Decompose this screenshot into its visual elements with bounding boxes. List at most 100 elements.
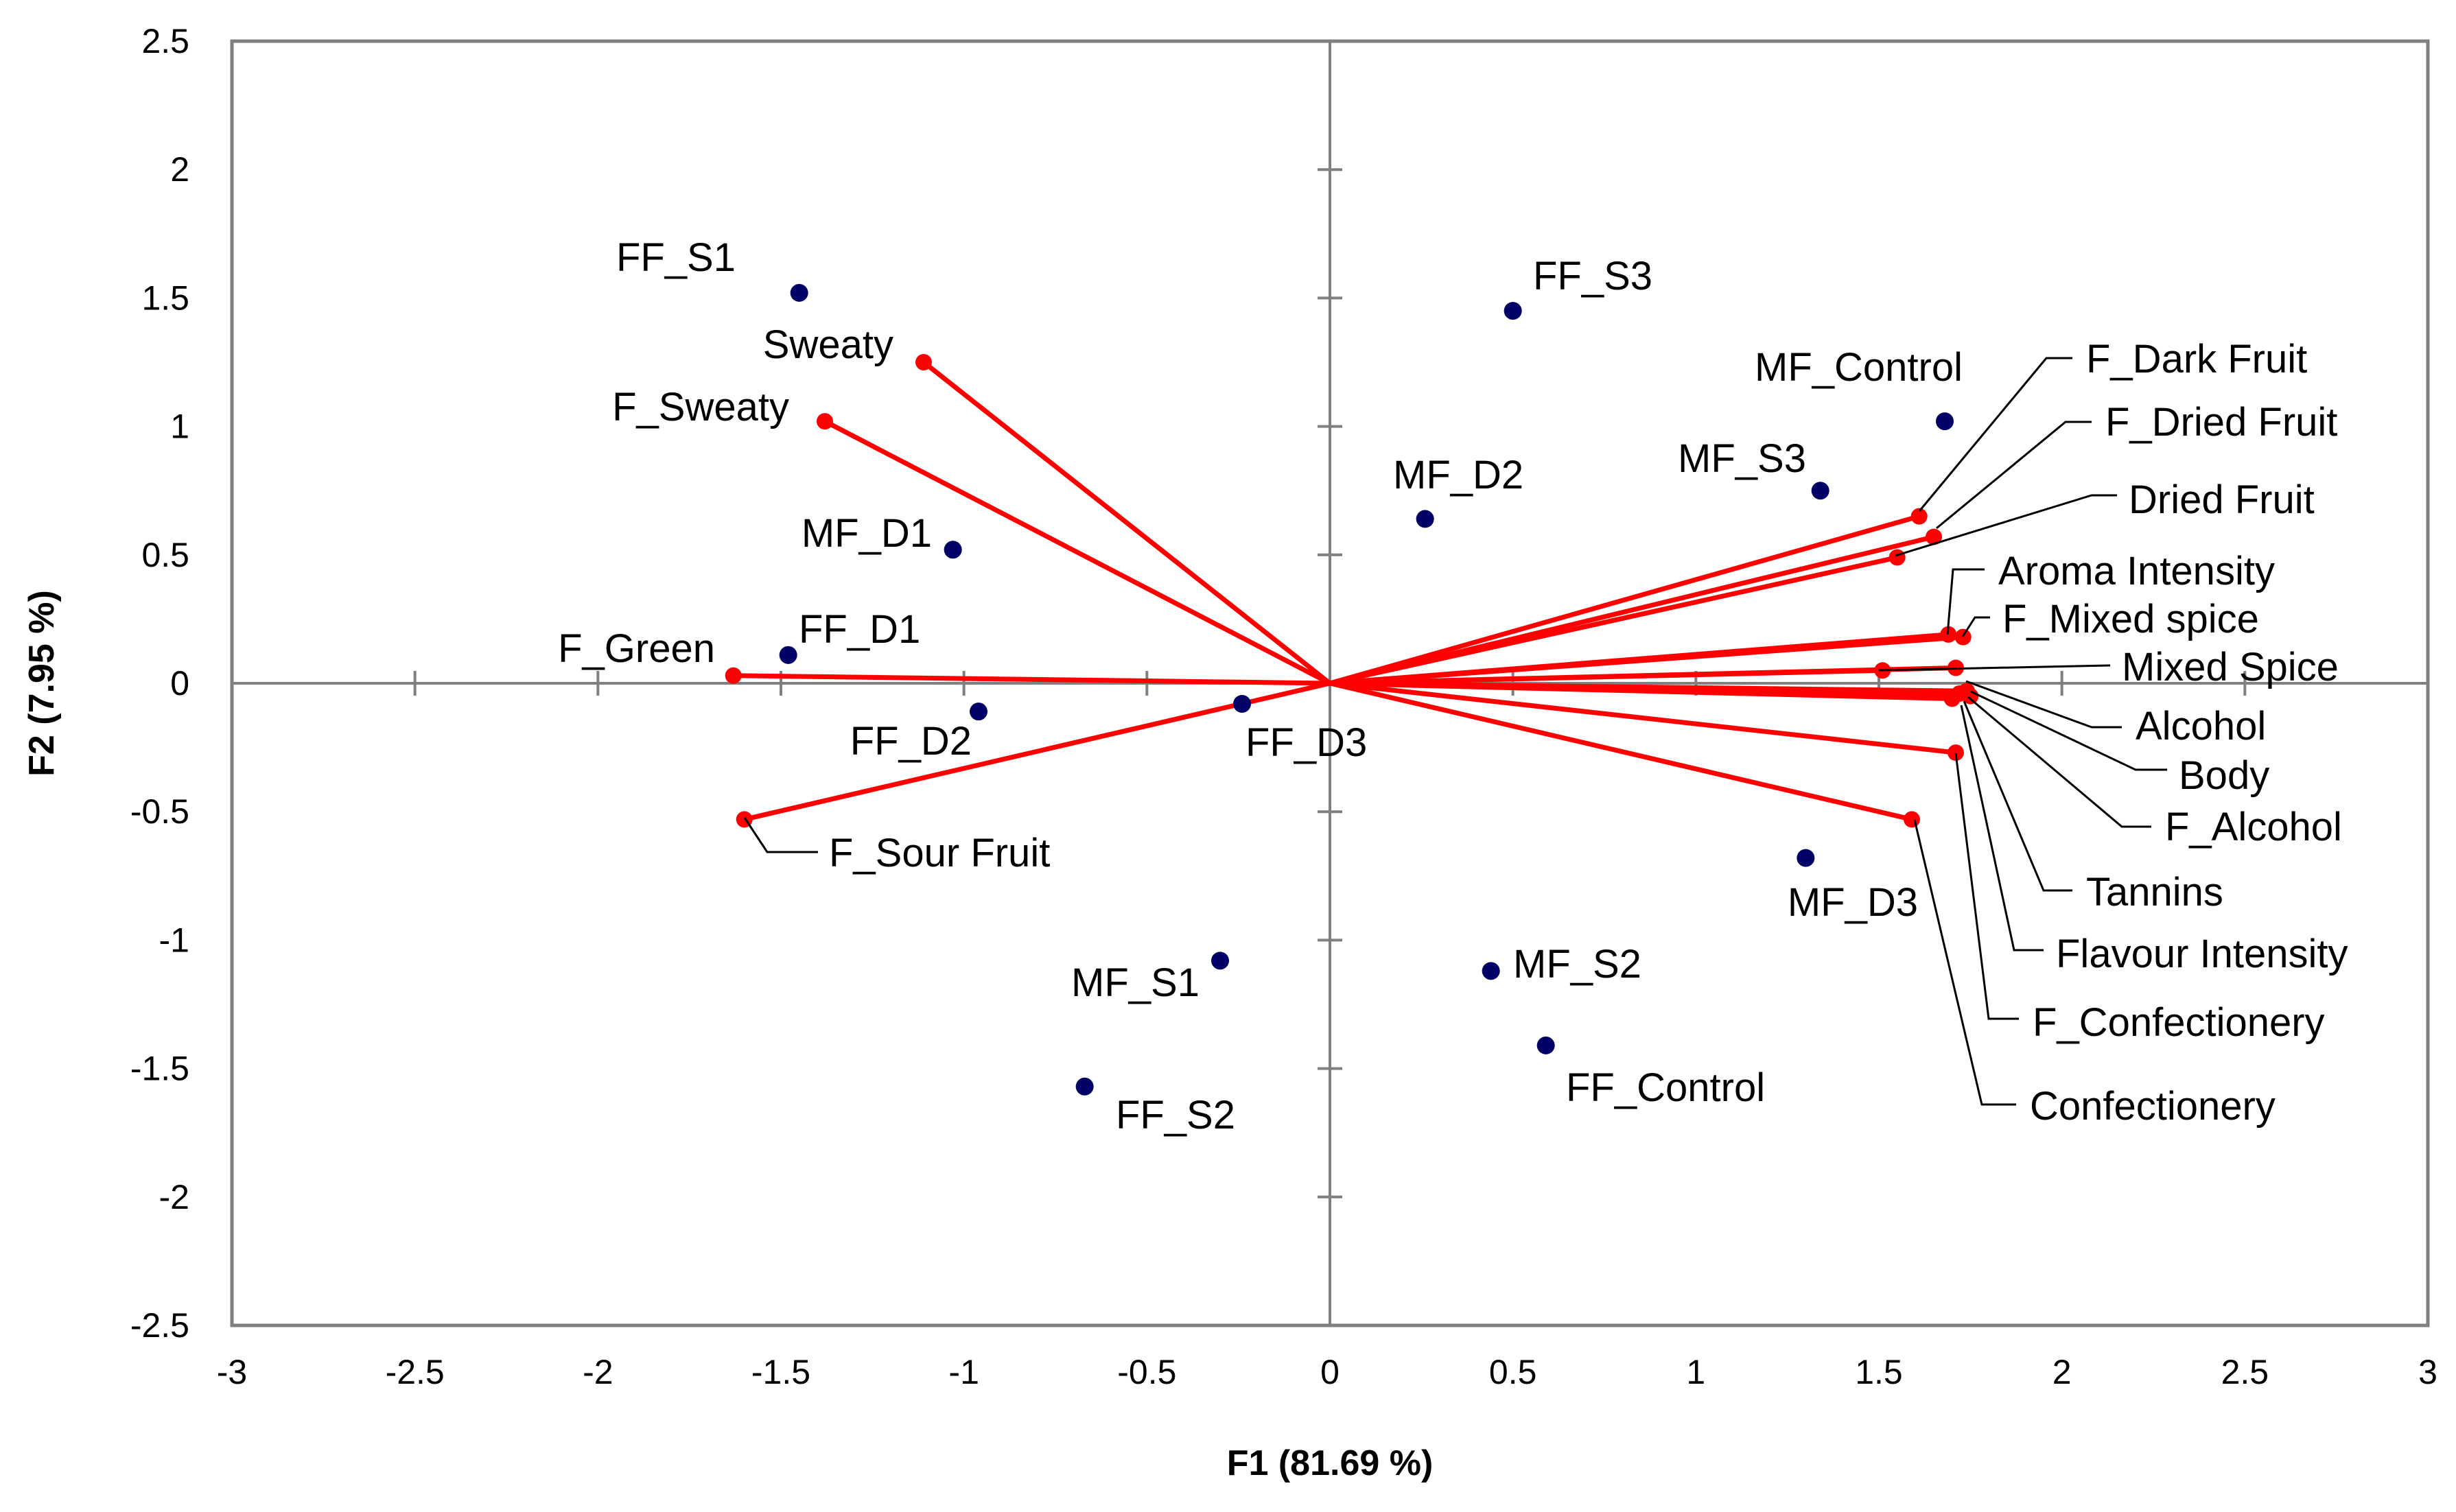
observation-point-ff-s1: [790, 283, 808, 302]
variable-label-flavour-intensity: Flavour Intensity: [2056, 932, 2348, 976]
y-tick-label: -0.5: [130, 792, 189, 831]
observation-label-ff-s1: FF_S1: [616, 235, 736, 280]
leader-line-f-sour-fruit: [743, 817, 818, 853]
observation-label-ff-s3: FF_S3: [1533, 254, 1652, 298]
vector-tip-flavour-intensity: [1943, 690, 1961, 707]
y-tick-label: 2: [170, 150, 189, 189]
x-tick-label: 0.5: [1489, 1353, 1537, 1391]
leader-line-f-confectionery: [1954, 753, 2019, 1020]
observation-point-mf-d2: [1416, 510, 1434, 528]
vector-tip-f-confectionery: [1948, 744, 1964, 761]
x-tick-label: 2: [2052, 1353, 2072, 1391]
variable-label-body: Body: [2179, 753, 2269, 798]
observation-point-mf-s3: [1811, 482, 1829, 500]
variable-label-f-dark-fruit: F_Dark Fruit: [2086, 337, 2307, 381]
variable-label-f-mixed-spice: F_Mixed spice: [2002, 597, 2259, 641]
y-axis-title: F2 (7.95 %): [22, 590, 62, 777]
vector-line-confectionery: [1329, 681, 1913, 822]
variable-label-dried-fruit: Dried Fruit: [2129, 477, 2315, 522]
axes-layer: -3 -2.5 -2 -1.5 -1 -0.5 0 0.5 1 1.5 2 2.5 3 -2.5 -2 -1.…: [130, 22, 2437, 1391]
observation-point-mf-s1: [1211, 952, 1229, 970]
observation-label-mf-control: MF_Control: [1755, 345, 1963, 390]
observation-point-ff-s2: [1075, 1077, 1094, 1096]
x-tick-label: 1: [1686, 1353, 1705, 1391]
variable-label-alcohol: Alcohol: [2136, 704, 2266, 748]
variable-label-f-confectionery: F_Confectionery: [2033, 1000, 2325, 1045]
x-tick-label: 2.5: [2221, 1353, 2269, 1391]
observation-label-mf-s1: MF_S1: [1071, 960, 1200, 1005]
vector-tip-confectionery: [1904, 811, 1920, 828]
x-tick-label: -1: [948, 1353, 979, 1391]
leader-line-dried-fruit: [1895, 494, 2117, 557]
vector-tip-dried-fruit: [1888, 549, 1906, 566]
observation-label-ff-s2: FF_S2: [1116, 1093, 1235, 1137]
x-tick-label: -1.5: [751, 1353, 810, 1391]
vector-line-f-sour-fruit: [743, 681, 1331, 822]
observation-label-mf-d3: MF_D3: [1788, 880, 1918, 925]
y-tick-label: 1: [170, 407, 189, 446]
x-tick-label: 0: [1320, 1353, 1340, 1391]
observation-label-ff-d3: FF_D3: [1245, 720, 1367, 765]
observation-label-mf-s2: MF_S2: [1513, 942, 1641, 987]
y-tick-label: -1: [159, 921, 189, 959]
y-tick-label: 1.5: [141, 279, 189, 317]
leader-line-aroma-intensity: [1946, 568, 1985, 635]
labels: Sweaty F_Sweaty F_Green F_Sour Fruit F_Dark …: [558, 235, 2348, 1137]
leader-line-f-alcohol: [1967, 696, 2151, 828]
variable-label-confectionery: Confectionery: [2030, 1084, 2276, 1129]
observation-point-ff-d2: [970, 702, 987, 721]
y-tick-label: -2.5: [130, 1306, 189, 1345]
vector-line-f-green: [733, 673, 1331, 686]
y-tick-label: -1.5: [130, 1050, 189, 1088]
variable-label-f-dried-fruit: F_Dried Fruit: [2105, 400, 2337, 445]
leader-line-body: [1970, 690, 2167, 771]
variable-label-f-sweaty: F_Sweaty: [612, 385, 789, 429]
x-tick-label: -3: [217, 1353, 247, 1391]
variable-label-f-alcohol: F_Alcohol: [2165, 805, 2342, 849]
observation-label-mf-d2: MF_D2: [1393, 453, 1523, 497]
vector-tip-f-sweaty: [817, 413, 833, 430]
vector-line-f-mixed-spice: [1329, 635, 1963, 686]
x-axis-title: F1 (81.69 %): [1227, 1443, 1434, 1483]
leader-line-flavour-intensity: [1960, 705, 2044, 952]
observation-point-ff-s3: [1504, 302, 1522, 320]
y-tick-label: 2.5: [141, 22, 189, 60]
leader-line-mixed-spice: [1878, 664, 2111, 672]
leader-line-confectionery: [1913, 819, 2016, 1106]
observation-point-mf-s2: [1482, 962, 1500, 980]
x-tick-label: 1.5: [1855, 1353, 1903, 1391]
leader-line-f-mixed-spice: [1961, 616, 1990, 637]
observation-point-mf-control: [1936, 412, 1954, 431]
x-tick-label: -2: [583, 1353, 613, 1391]
vector-tip-f-green: [725, 667, 742, 684]
y-tick-label: 0.5: [141, 536, 189, 574]
observation-label-ff-control: FF_Control: [1566, 1065, 1765, 1110]
vector-tip-f-dried-fruit: [1926, 528, 1942, 545]
y-tick-label: -2: [159, 1178, 189, 1216]
vector-line-f-confectionery: [1329, 681, 1956, 755]
vector-line-sweaty: [922, 360, 1332, 685]
vector-line-f-sweaty: [823, 419, 1331, 686]
leader-line-f-dried-fruit: [1936, 421, 2092, 530]
observation-point-ff-d3: [1233, 694, 1251, 713]
variable-label-mixed-spice: Mixed Spice: [2122, 645, 2339, 689]
observation-point-mf-d1: [944, 541, 962, 559]
leader-line-f-dark-fruit: [1918, 357, 2072, 512]
variable-label-sweaty: Sweaty: [763, 322, 893, 367]
observation-point-mf-d3: [1797, 849, 1815, 867]
observation-label-mf-s3: MF_S3: [1678, 436, 1806, 481]
variable-label-tannins: Tannins: [2086, 870, 2223, 914]
vector-tip-sweaty: [915, 354, 932, 370]
x-tick-label: 3: [2418, 1353, 2437, 1391]
observation-points: [779, 283, 1954, 1096]
leader-line-alcohol: [1965, 680, 2122, 729]
observation-label-ff-d1: FF_D1: [799, 607, 920, 652]
x-tick-label: -0.5: [1117, 1353, 1176, 1391]
observation-point-ff-d1: [779, 646, 797, 664]
x-tick-label: -2.5: [386, 1353, 445, 1391]
variable-label-f-green: F_Green: [558, 626, 715, 671]
vector-line-dried-fruit: [1329, 555, 1898, 686]
leader-line-tannins: [1963, 700, 2072, 892]
